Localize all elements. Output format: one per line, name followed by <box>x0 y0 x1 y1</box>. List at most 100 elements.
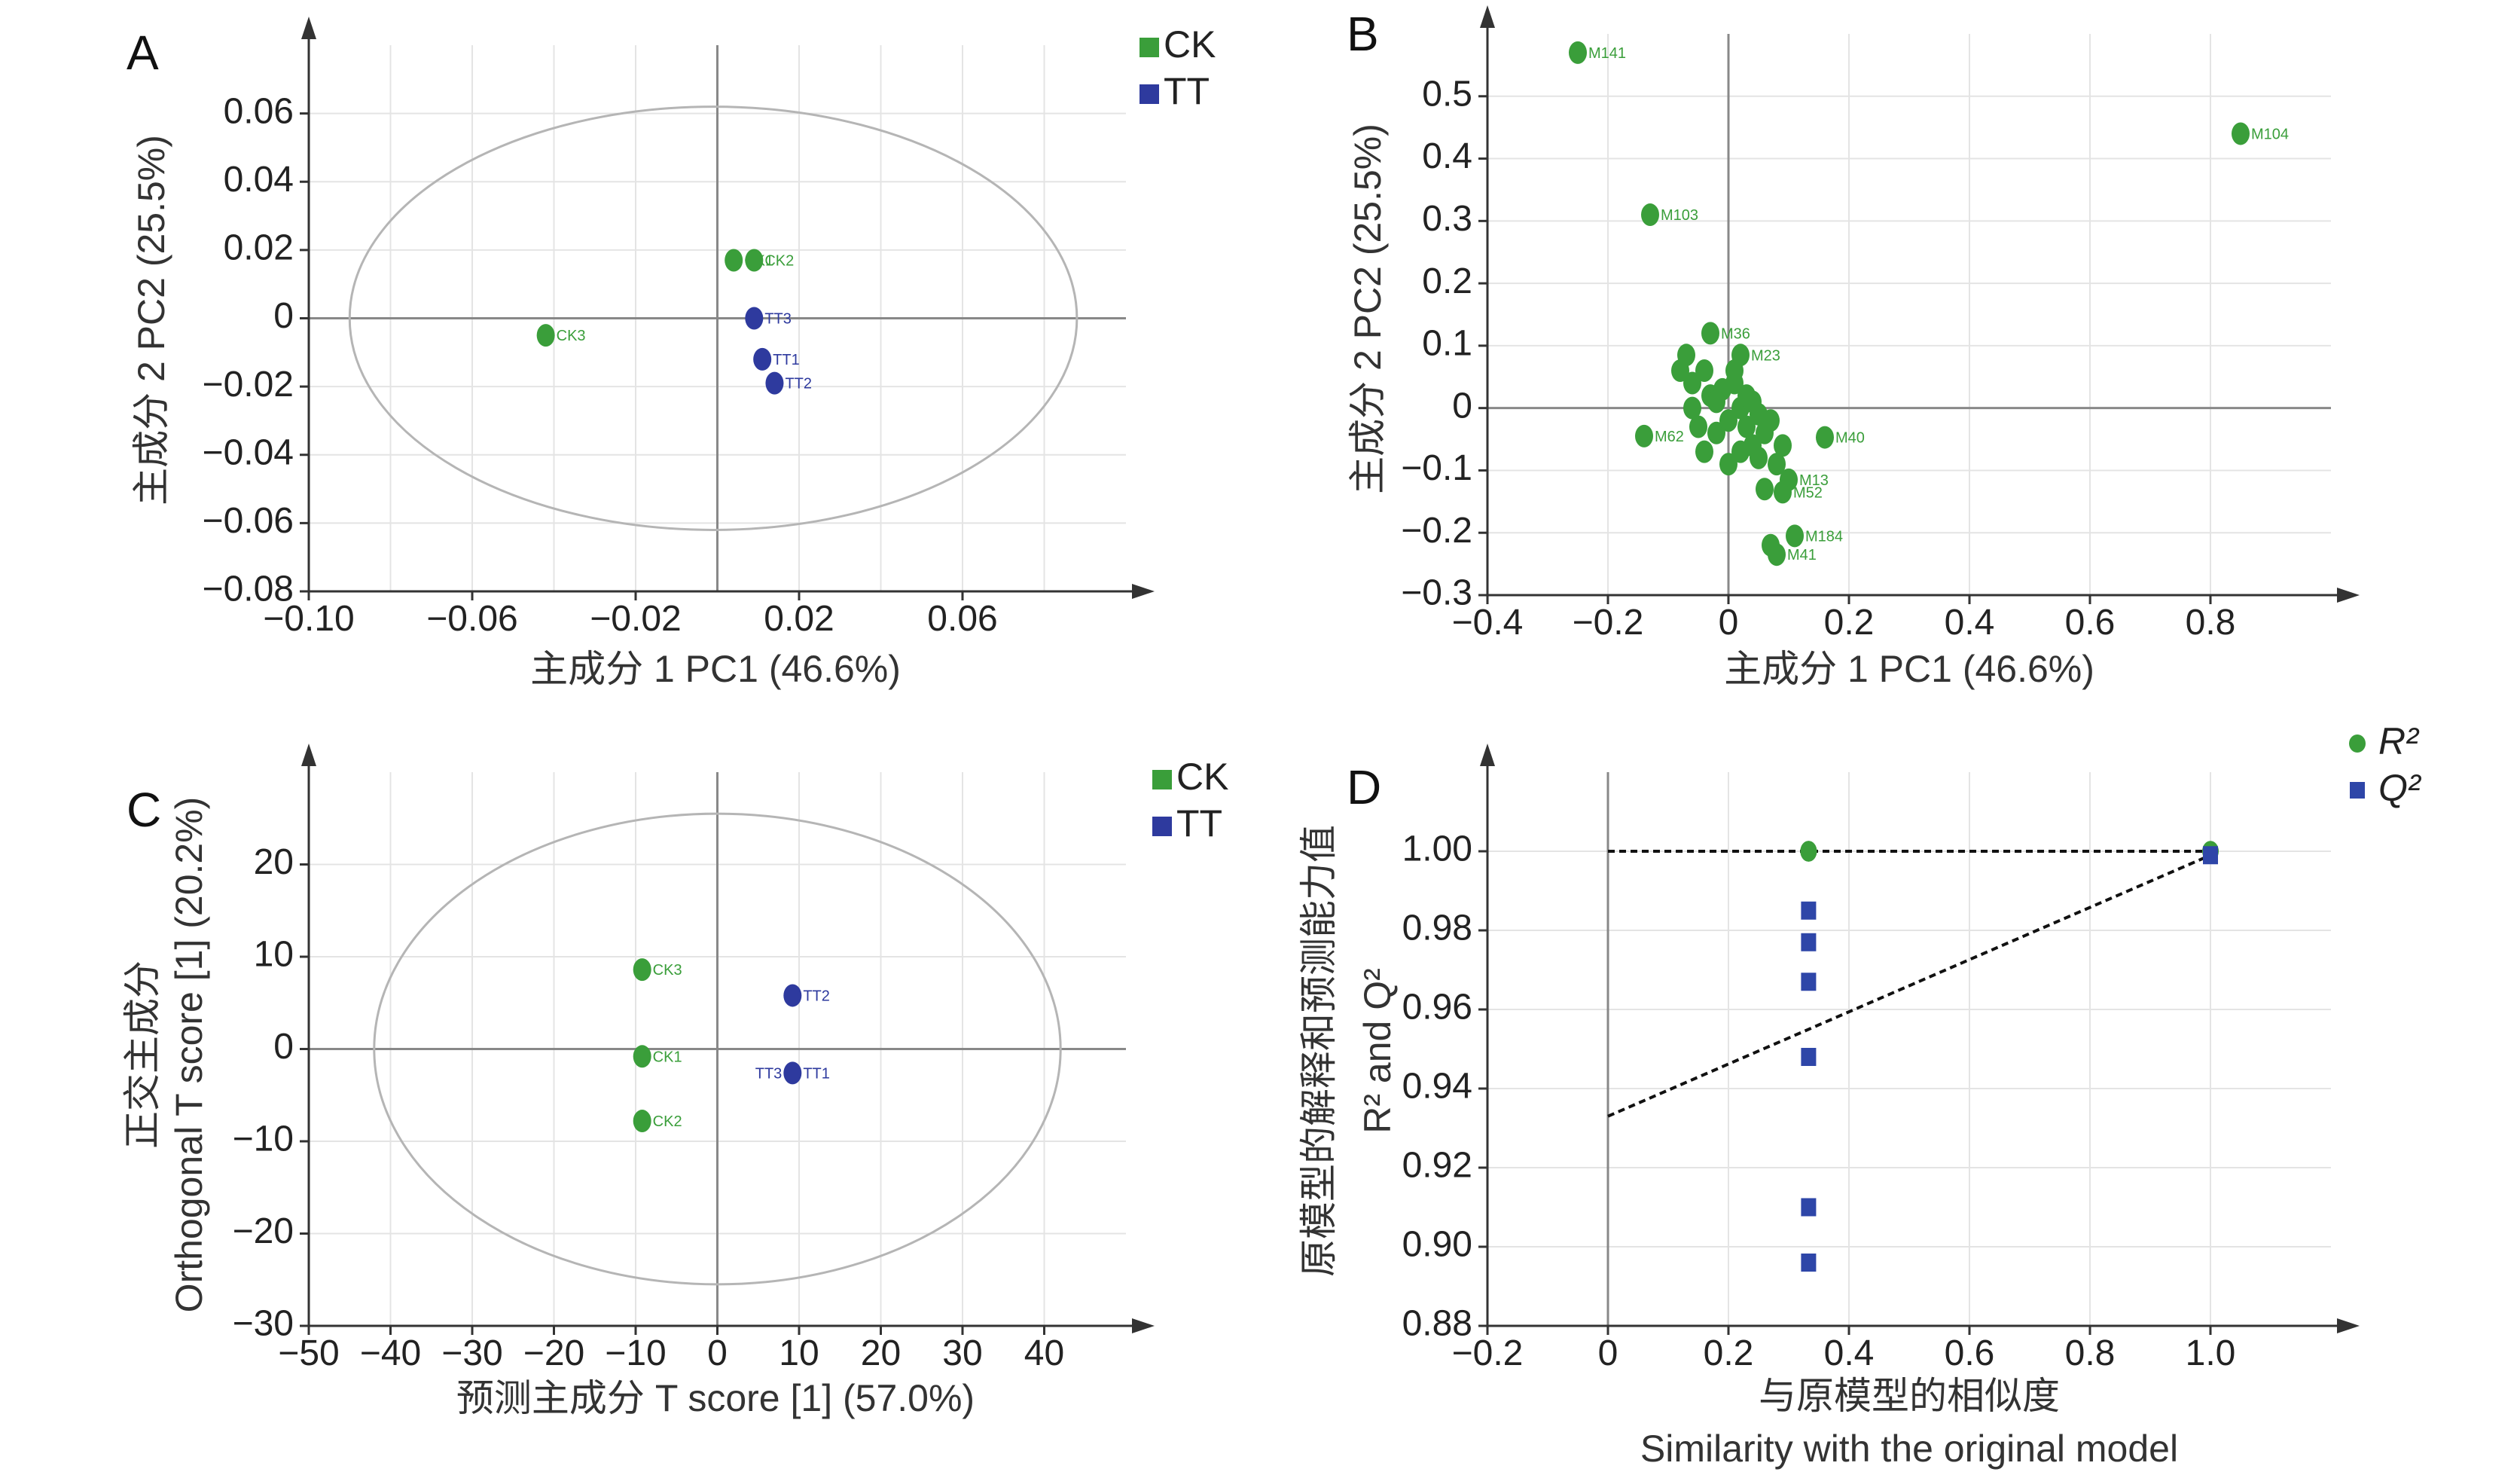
data-point <box>1768 453 1786 476</box>
data-point <box>1683 396 1701 420</box>
data-point <box>1683 371 1701 395</box>
data-point <box>2232 122 2250 145</box>
point-label: CK1 <box>653 1049 682 1065</box>
data-point <box>1800 841 1817 862</box>
y-tick-label: −30 <box>233 1304 294 1344</box>
x-tick-label: 1.0 <box>2186 1333 2236 1373</box>
x-tick-label: −40 <box>360 1333 421 1373</box>
data-point <box>745 307 764 330</box>
data-point <box>1731 440 1750 463</box>
y-tick-label: 1.00 <box>1402 829 1472 869</box>
data-point <box>1671 359 1689 382</box>
data-point-square <box>2203 846 2218 865</box>
panel-b-pca-loadings: B −0.4 −0.2 0 0.2 0.4 0.6 0.8 0.5 0.4 0.3 0.2 0.1 0 −0… <box>1347 5 2360 690</box>
x-tick-label: −0.2 <box>1573 603 1644 643</box>
point-label: CK3 <box>557 328 586 344</box>
y-tick-label: −0.06 <box>203 501 294 541</box>
x-tick-label: 10 <box>779 1333 819 1373</box>
panel-letter: A <box>127 26 159 80</box>
y-axis-arrow <box>301 744 316 766</box>
data-point-square <box>1801 1254 1817 1272</box>
point-label: M141 <box>1588 45 1626 62</box>
legend-label: TT <box>1176 802 1222 844</box>
data-point <box>1719 453 1737 476</box>
y-axis-label: 主成分 2 PC2 (25.5%) <box>130 135 172 505</box>
data-point <box>1641 203 1659 227</box>
legend-marker <box>1139 38 1159 57</box>
point-label: CK2 <box>653 1113 682 1130</box>
point-label: TT3 <box>764 311 792 328</box>
x-axis-arrow <box>1132 584 1155 599</box>
y-tick-label: −0.04 <box>203 432 294 472</box>
data-point-square <box>1801 901 1817 920</box>
data-point <box>1701 322 1719 345</box>
y-tick-label: 0.98 <box>1402 909 1472 948</box>
y-tick-label: 0.02 <box>224 228 294 268</box>
data-point <box>1786 524 1804 548</box>
legend-marker <box>1139 84 1159 104</box>
point-label: CK3 <box>653 962 682 979</box>
data-point-square <box>1801 973 1817 991</box>
y-tick-label: 0.3 <box>1422 199 1472 239</box>
legend-label: TT <box>1164 70 1210 112</box>
y-tick-label: −0.3 <box>1401 573 1472 613</box>
y-axis-label: 正交主成分 <box>121 960 163 1149</box>
data-point <box>1750 446 1768 469</box>
point-label: TT3 <box>755 1065 783 1082</box>
x-tick-label: 0.06 <box>927 599 997 639</box>
x-tick-label: 20 <box>861 1333 901 1373</box>
series-group <box>1801 846 2218 1272</box>
confidence-ellipse <box>373 812 1062 1286</box>
legend-marker <box>2349 734 2366 753</box>
data-point <box>1569 41 1587 64</box>
data-point <box>765 371 784 395</box>
y-tick-label: 0.96 <box>1402 988 1472 1028</box>
x-axis-arrow <box>2337 1318 2360 1333</box>
point-label: M23 <box>1751 347 1780 364</box>
y-tick-label: −0.2 <box>1401 511 1472 551</box>
x-tick-label: −0.02 <box>590 599 681 639</box>
data-point <box>633 1045 651 1068</box>
y-axis-label: R² and Q² <box>1356 968 1399 1134</box>
x-tick-label: 40 <box>1024 1333 1064 1373</box>
x-tick-label: −50 <box>278 1333 339 1373</box>
panel-letter: C <box>127 783 161 837</box>
confidence-ellipse <box>348 105 1078 531</box>
legend-marker <box>1152 817 1172 836</box>
point-label: TT1 <box>773 352 800 368</box>
data-point <box>1762 409 1780 432</box>
x-tick-label: 0.6 <box>2065 603 2116 643</box>
data-point <box>1737 415 1756 438</box>
x-tick-label: −30 <box>441 1333 502 1373</box>
panel-letter: B <box>1347 7 1379 61</box>
data-point <box>1719 409 1737 432</box>
legend-label: CK <box>1176 756 1228 798</box>
series-group: TT3 TT1 TT2 <box>745 307 812 395</box>
x-tick-label: 30 <box>942 1333 982 1373</box>
x-tick-label: 0 <box>1598 1333 1618 1373</box>
series-group: CK1CK2CK3 <box>536 249 794 347</box>
legend-label: Q² <box>2378 767 2422 809</box>
series-group: CK3 CK1 CK2 <box>633 958 682 1133</box>
panel-c-opls-da-scores: C−50 −40 −30 −20 −10 0 10 20 30 4020100−10−20−30预… <box>121 744 1228 1419</box>
y-axis-arrow <box>1480 5 1495 28</box>
x-tick-label: −0.4 <box>1452 603 1524 643</box>
data-point <box>1744 390 1762 414</box>
data-point <box>783 984 802 1007</box>
y-axis-label: 主成分 2 PC2 (25.5%) <box>1347 124 1389 494</box>
y-tick-label: −0.08 <box>203 570 294 609</box>
data-point <box>1707 390 1725 414</box>
point-label: TT2 <box>803 988 830 1004</box>
point-label: M13 <box>1799 472 1829 489</box>
legend-label: CK <box>1164 23 1216 66</box>
x-axis-label: 预测主成分 T score [1] (57.0%) <box>456 1377 975 1419</box>
y-axis-label: 原模型的解释和预测能力值 <box>1298 825 1340 1277</box>
x-tick-label: 0.4 <box>1824 1333 1875 1373</box>
data-point <box>1756 478 1774 501</box>
data-point <box>633 1110 651 1133</box>
legend-marker <box>2350 782 2365 799</box>
y-tick-label: 10 <box>254 935 294 975</box>
x-axis-label: 与原模型的相似度 <box>1759 1375 2060 1417</box>
